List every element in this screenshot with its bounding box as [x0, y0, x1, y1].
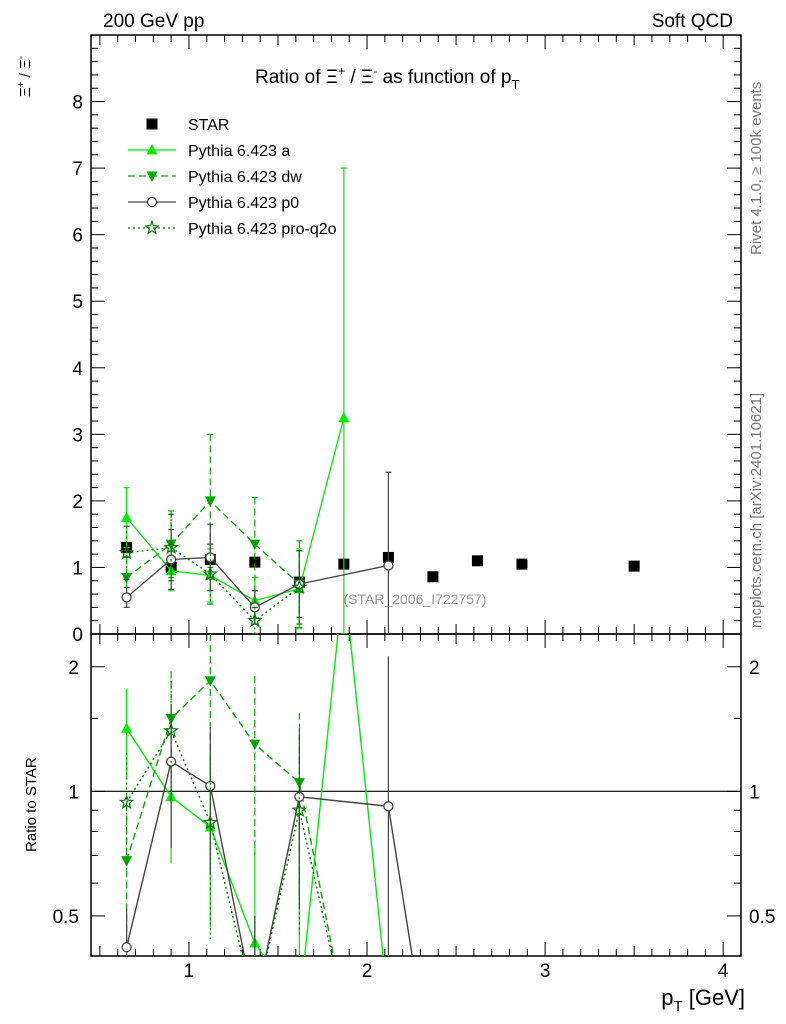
- main-y-tick-label: 6: [72, 226, 83, 247]
- ratio-data-point: [202, 814, 219, 830]
- legend-label: Pythia 6.423 dw: [188, 169, 302, 186]
- ratio-data-point: [205, 780, 216, 792]
- ratio-y-tick-label: 0.5: [53, 907, 79, 928]
- ratio-series-group: [118, 634, 413, 956]
- legend: STAR Pythia 6.423 a Pythia 6.423 dw Pythia …: [128, 117, 337, 238]
- x-tick-label: 2: [362, 961, 373, 982]
- main-axis-ticks: 0 1 2 3 4 5 6 7 8: [72, 35, 741, 646]
- data-point: [121, 592, 132, 603]
- main-series-group: [118, 167, 640, 634]
- ratio-data-point: [121, 856, 133, 867]
- ratio-data-point: [249, 739, 261, 751]
- ratio-axis-ticks: 1 2 3 4 0.5 0.5 1 1 2 2: [53, 634, 775, 982]
- data-point: [628, 560, 640, 572]
- main-y-tick-label: 3: [72, 425, 83, 446]
- series-line-pythia-6-423-pro-q2o: [126, 546, 300, 622]
- main-y-tick-label: 1: [72, 558, 83, 579]
- main-y-tick-label: 4: [72, 359, 83, 380]
- legend-marker: [144, 219, 160, 235]
- x-tick-label: 1: [184, 961, 195, 982]
- main-y-tick-label: 2: [72, 492, 83, 513]
- legend-label: STAR: [188, 117, 229, 134]
- header-right-label: Soft QCD: [652, 11, 733, 32]
- main-y-tick-label: 5: [72, 292, 83, 313]
- ratio-plot-frame: [90, 633, 742, 957]
- analysis-id-watermark: (STAR_2006_I722757): [344, 591, 487, 607]
- ratio-data-point: [121, 942, 132, 953]
- data-point: [471, 555, 483, 567]
- data-point: [291, 579, 308, 595]
- legend-marker: [146, 196, 158, 208]
- x-axis-label: pT [GeV]: [661, 985, 745, 1015]
- data-point: [249, 556, 261, 568]
- ratio-data-point: [383, 801, 394, 812]
- ratio-y-tick-label-right: 2: [749, 658, 760, 679]
- data-point: [383, 560, 394, 571]
- ratio-y-tick-label: 1: [68, 782, 79, 803]
- ratio-data-point: [204, 676, 216, 687]
- main-y-tick-label: 8: [72, 93, 83, 114]
- x-tick-label: 4: [718, 961, 729, 982]
- data-point: [118, 544, 135, 560]
- data-point: [202, 565, 219, 581]
- legend-label: Pythia 6.423 pro-q2o: [188, 221, 337, 238]
- ratio-line-pythia-6-423-pro-q2o: [126, 729, 333, 956]
- legend-marker: [146, 144, 158, 155]
- legend-label: Pythia 6.423 a: [188, 143, 290, 160]
- ratio-data-point: [294, 791, 305, 802]
- data-point: [204, 496, 216, 507]
- data-point: [516, 558, 528, 570]
- main-y-tick-label: 0: [72, 625, 83, 646]
- ratio-y-tick-label-right: 1: [749, 782, 760, 803]
- x-tick-label: 3: [540, 961, 551, 982]
- data-point: [121, 511, 133, 523]
- main-y-tick-label: 7: [72, 159, 83, 180]
- header-left-label: 200 GeV pp: [103, 11, 204, 32]
- ratio-data-point: [121, 722, 133, 733]
- data-point: [249, 539, 261, 551]
- data-point: [163, 539, 179, 555]
- ratio-y-tick-label: 2: [68, 658, 79, 679]
- data-point: [247, 612, 263, 628]
- legend-marker: [146, 118, 158, 130]
- rivet-version-label: Rivet 4.1.0, ≥ 100k events: [748, 82, 765, 255]
- ratio-y-tick-label-right: 0.5: [749, 907, 775, 928]
- ratio-data-point: [163, 722, 179, 738]
- ratio-line-pythia-6-423-dw: [125, 679, 335, 956]
- ratio-y-axis-label: Ratio to STAR: [23, 757, 40, 852]
- data-point: [427, 571, 439, 583]
- ratio-data-point: [118, 794, 135, 810]
- series-line-pythia-6-423-a: [126, 417, 345, 602]
- data-point: [338, 411, 350, 423]
- series-line-pythia-6-423-p0: [126, 556, 389, 609]
- data-point: [205, 552, 216, 563]
- ratio-data-point: [291, 802, 308, 817]
- mcplots-label: mcplots.cern.ch [arXiv:2401.10621]: [748, 393, 765, 628]
- legend-marker: [146, 171, 158, 182]
- main-plot-title: Ratio of Ξ+ / Ξ- as function of pT: [255, 64, 519, 92]
- legend-label: Pythia 6.423 p0: [188, 195, 299, 212]
- main-y-axis-label: Ξ+ / Ξ-: [16, 56, 34, 97]
